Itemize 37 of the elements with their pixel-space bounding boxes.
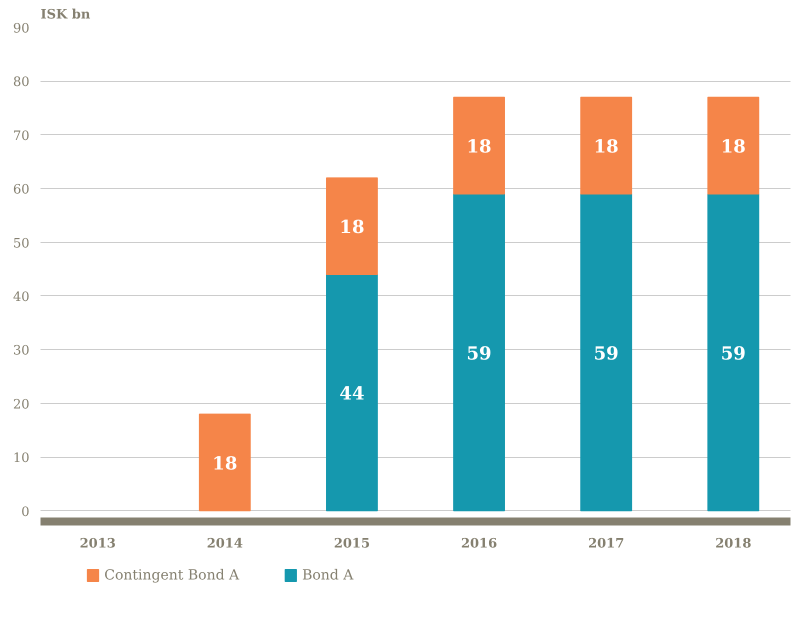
y-tick-label: 90 (12, 22, 30, 36)
y-tick-label: 0 (21, 504, 30, 520)
x-tick-label: 2014 (206, 536, 243, 552)
x-tick-label: 2016 (460, 536, 498, 552)
y-tick-label: 70 (12, 128, 30, 144)
data-label: 18 (466, 136, 492, 158)
y-tick-label: 10 (12, 451, 30, 466)
data-label: 44 (339, 384, 364, 405)
data-label: 59 (594, 343, 619, 364)
y-tick-label: 80 (12, 75, 30, 90)
data-label: 59 (466, 343, 492, 364)
x-tick-label: 2017 (588, 536, 624, 552)
x-tick-label: 2015 (334, 536, 370, 552)
data-label: 18 (720, 136, 746, 158)
legend-label: Bond A (302, 568, 354, 584)
x-tick-label: 2018 (715, 536, 752, 552)
y-tick-label: 50 (12, 236, 30, 252)
bar (198, 414, 251, 512)
data-label: 18 (594, 136, 619, 158)
x-tick-label: 2013 (80, 536, 116, 552)
bar (326, 274, 378, 512)
legend-label: Contingent Bond A (104, 568, 240, 584)
bar (453, 193, 505, 512)
data-label: 18 (339, 217, 364, 238)
data-label: 59 (720, 343, 746, 364)
y-tick-label: 30 (12, 344, 30, 359)
data-label: 18 (212, 453, 238, 474)
bar (453, 96, 505, 194)
y-tick-label: 20 (12, 397, 30, 412)
y-tick-label: 40 (12, 290, 30, 305)
bar (580, 193, 632, 512)
bar (707, 193, 760, 512)
bar (580, 96, 632, 194)
bar (707, 96, 760, 194)
y-tick-label: 60 (12, 182, 30, 198)
y-axis-title: ISK bn (40, 8, 91, 22)
bar (326, 177, 378, 275)
